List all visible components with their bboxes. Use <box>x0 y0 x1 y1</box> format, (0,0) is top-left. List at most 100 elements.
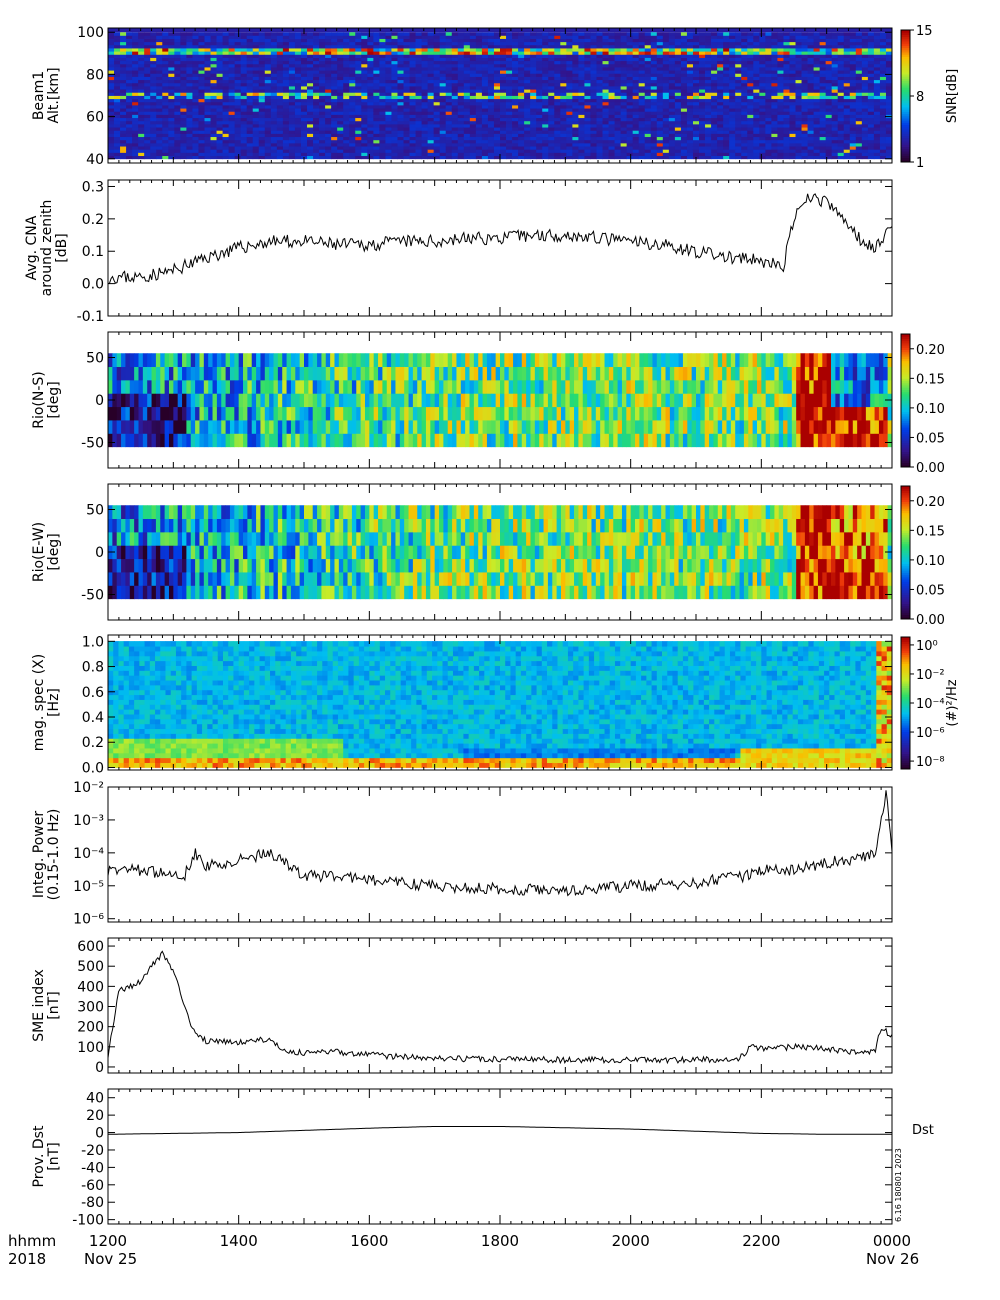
heatmap-cell <box>487 67 495 71</box>
heatmap-cell <box>536 142 543 147</box>
heatmap-cell <box>524 92 531 96</box>
heatmap-cell <box>789 149 796 153</box>
heatmap-cell <box>506 76 513 81</box>
heatmap-cell <box>542 130 549 134</box>
heatmap-cell <box>578 63 585 68</box>
heatmap-cell <box>132 92 139 96</box>
heatmap-cell <box>801 120 808 125</box>
heatmap-cell <box>475 86 483 90</box>
heatmap-cell <box>313 57 320 62</box>
heatmap-cell <box>542 92 549 96</box>
heatmap-cell <box>566 51 573 55</box>
heatmap-cell <box>439 60 447 65</box>
heatmap-cell <box>554 98 561 103</box>
heatmap-cell <box>584 133 591 138</box>
heatmap-cell <box>711 70 718 74</box>
heatmap-cell <box>210 89 217 93</box>
heatmap-cell <box>614 92 622 96</box>
heatmap-cell <box>457 149 465 153</box>
heatmap-cell <box>126 48 133 52</box>
heatmap-cell <box>349 120 356 125</box>
heatmap-cell <box>807 79 814 84</box>
heatmap-cell <box>331 35 338 39</box>
heatmap-cell <box>578 44 585 49</box>
heatmap-cell <box>294 54 302 58</box>
heatmap-cell <box>813 130 821 134</box>
heatmap-cell <box>439 32 447 36</box>
heatmap-cell <box>578 41 585 46</box>
heatmap-cell <box>729 117 736 122</box>
heatmap-cell <box>596 111 603 115</box>
heatmap-cell <box>132 123 139 128</box>
heatmap-cell <box>711 114 718 119</box>
heatmap-cell <box>270 44 278 49</box>
heatmap-cell <box>705 51 712 55</box>
heatmap-cell <box>554 120 561 125</box>
heatmap-cell <box>506 48 513 52</box>
heatmap-cell <box>276 127 284 131</box>
heatmap-cell <box>674 48 682 52</box>
heatmap-cell <box>180 82 187 87</box>
heatmap-cell <box>723 95 730 100</box>
heatmap-cell <box>644 152 652 157</box>
heatmap-cell <box>114 111 121 115</box>
heatmap-cell <box>837 136 845 141</box>
heatmap-cell <box>439 149 447 153</box>
heatmap-cell <box>753 57 760 62</box>
heatmap-cell <box>771 111 778 115</box>
heatmap-cell <box>849 44 857 49</box>
heatmap-cell <box>855 142 863 147</box>
heatmap-cell <box>427 60 435 65</box>
heatmap-cell <box>518 76 525 81</box>
heatmap-cell <box>463 73 471 77</box>
heatmap-cell <box>771 73 778 77</box>
heatmap-cell <box>632 155 640 160</box>
heatmap-cell <box>680 86 688 90</box>
heatmap-cell <box>741 146 748 150</box>
heatmap-cell <box>795 35 802 39</box>
heatmap-cell <box>735 152 742 157</box>
heatmap-cell <box>548 133 555 138</box>
heatmap-cell <box>831 54 839 58</box>
heatmap-cell <box>542 136 549 141</box>
heatmap-cell <box>349 101 356 106</box>
heatmap-cell <box>783 41 790 46</box>
heatmap-cell <box>270 155 278 160</box>
heatmap-cell <box>264 123 272 128</box>
heatmap-cell <box>638 127 646 131</box>
heatmap-cell <box>717 127 724 131</box>
heatmap-cell <box>294 127 302 131</box>
heatmap-cell <box>246 89 254 93</box>
heatmap-cell <box>614 70 622 74</box>
heatmap-cell <box>729 111 736 115</box>
heatmap-cell <box>614 82 622 87</box>
heatmap-cell <box>638 60 646 65</box>
heatmap-cell <box>126 111 133 115</box>
heatmap-cell <box>246 73 254 77</box>
heatmap-cell <box>717 111 724 115</box>
heatmap-cell <box>475 111 483 115</box>
heatmap-cell <box>753 120 760 125</box>
heatmap-cell <box>180 57 187 62</box>
heatmap-cell <box>216 108 223 112</box>
heatmap-cell <box>246 120 254 125</box>
heatmap-cell <box>108 117 115 122</box>
heatmap-cell <box>445 41 453 46</box>
heatmap-cell <box>801 152 808 157</box>
heatmap-cell <box>415 142 422 147</box>
heatmap-cell <box>608 114 615 119</box>
heatmap-cell <box>481 152 489 157</box>
heatmap-cell <box>506 54 513 58</box>
heatmap-cell <box>367 101 374 106</box>
heatmap-cell <box>126 127 133 131</box>
heatmap-cell <box>554 114 561 119</box>
heatmap-cell <box>566 63 573 68</box>
heatmap-cell <box>566 101 573 106</box>
heatmap-cell <box>186 32 193 36</box>
heatmap-cell <box>174 35 181 39</box>
heatmap-cell <box>409 149 416 153</box>
heatmap-cell <box>174 63 181 68</box>
heatmap-cell <box>512 136 519 141</box>
heatmap-cell <box>795 120 802 125</box>
heatmap-cell <box>753 139 760 144</box>
